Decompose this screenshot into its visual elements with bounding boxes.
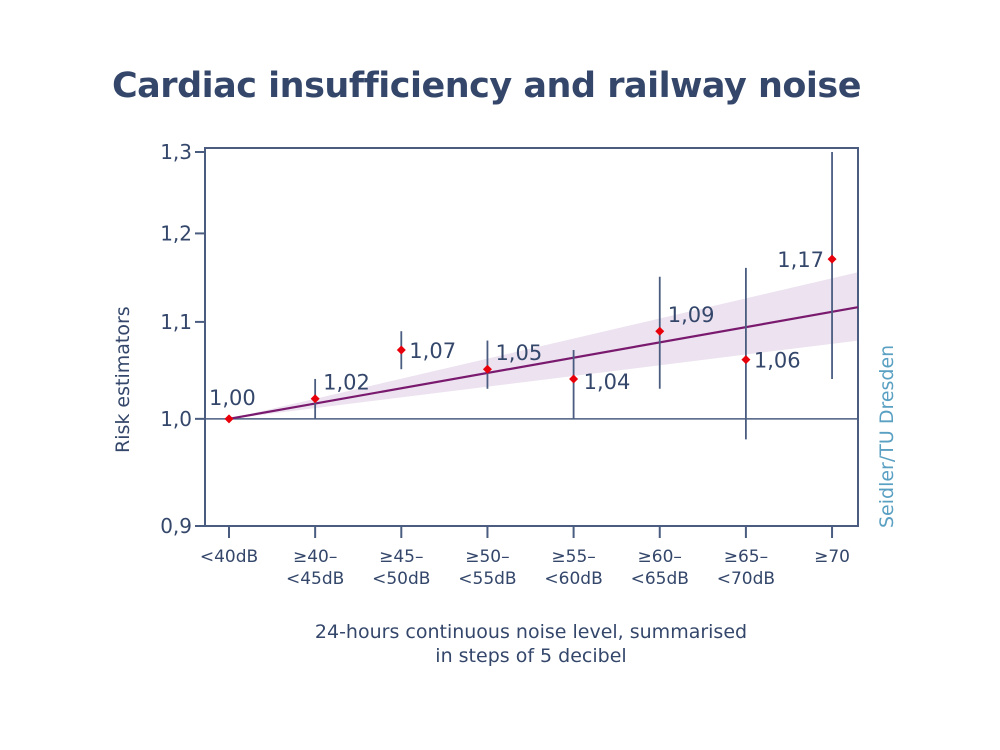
data-point [569, 374, 579, 384]
y-tick-label: 1,0 [160, 407, 192, 431]
data-label: 1,00 [209, 386, 256, 410]
x-axis-title-line-2: in steps of 5 decibel [435, 645, 626, 667]
x-tick-label: ≥50– [465, 547, 509, 567]
y-tick-label: 1,3 [160, 140, 192, 164]
data-point [655, 326, 665, 336]
axis-layer: 0,9 1,0 1,1 1,2 1,3 <40dB ≥40–<45dB ≥45–<50dB ≥5… [160, 140, 850, 589]
y-tick-label: 0,9 [160, 514, 192, 538]
data-label: 1,02 [323, 371, 370, 395]
source-credit: Seidler/TU Dresden [876, 345, 898, 528]
data-label: 1,04 [584, 370, 631, 394]
data-point [741, 355, 751, 365]
data-label-layer: 1,00 1,02 1,07 1,05 1,04 1,09 1,06 1,17 [209, 248, 824, 410]
data-point [396, 345, 406, 355]
x-tick-label: ≥40– [293, 547, 337, 567]
x-tick-label: ≥55– [551, 547, 595, 567]
x-axis-title-line-1: 24-hours continuous noise level, summari… [315, 621, 747, 643]
data-label: 1,06 [754, 349, 801, 373]
data-label: 1,09 [668, 303, 715, 327]
trend-line-layer [228, 306, 859, 420]
data-point [482, 364, 492, 374]
x-tick-label: <60dB [544, 569, 602, 589]
plot-frame-layer [204, 147, 859, 527]
trend-line [228, 306, 859, 420]
data-point [310, 394, 320, 404]
y-axis-title: Risk estimators [112, 306, 134, 453]
x-tick-label: <50dB [372, 569, 430, 589]
chart-title: Cardiac insufficiency and railway noise [112, 66, 861, 106]
x-tick-label: ≥65– [724, 547, 768, 567]
confidence-band-layer [229, 272, 858, 419]
confidence-band [229, 272, 858, 419]
x-tick-label: <45dB [286, 569, 344, 589]
x-tick-label: <40dB [200, 547, 258, 567]
x-tick-label: ≥60– [638, 547, 682, 567]
x-tick-label: ≥70 [814, 547, 850, 567]
x-tick-label: <65dB [631, 569, 689, 589]
x-tick-label: ≥45– [379, 547, 423, 567]
data-label: 1,17 [777, 248, 824, 272]
plot-frame [204, 147, 859, 527]
y-tick-label: 1,2 [160, 221, 192, 245]
data-point [224, 414, 234, 424]
error-bar-layer [314, 152, 833, 440]
data-label: 1,05 [495, 341, 542, 365]
x-tick-label: <70dB [717, 569, 775, 589]
y-tick-label: 1,1 [160, 310, 192, 334]
data-label: 1,07 [409, 339, 456, 363]
data-point-layer [224, 254, 837, 424]
data-point [827, 254, 837, 264]
x-tick-label: <55dB [458, 569, 516, 589]
